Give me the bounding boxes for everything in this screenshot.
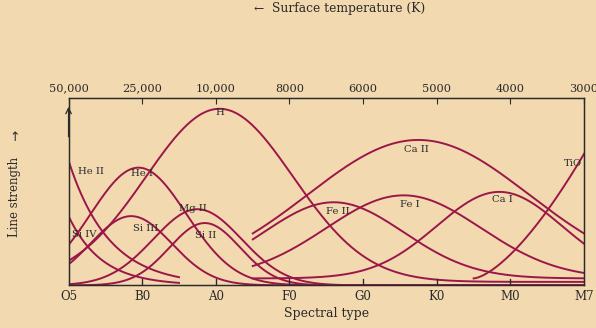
Text: Ca I: Ca I	[492, 195, 513, 204]
Text: He I: He I	[131, 169, 153, 178]
Text: ←  Surface temperature (K): ← Surface temperature (K)	[254, 2, 426, 15]
Text: Line strength: Line strength	[8, 157, 21, 237]
Text: Fe II: Fe II	[327, 207, 350, 216]
Text: Ca II: Ca II	[403, 145, 429, 154]
Text: Mg II: Mg II	[179, 204, 207, 213]
Text: TiO: TiO	[563, 159, 582, 168]
Text: H: H	[215, 109, 224, 117]
Text: ↑: ↑	[10, 131, 20, 144]
Text: Si III: Si III	[134, 224, 159, 234]
Text: He II: He II	[78, 167, 104, 176]
Text: Fe I: Fe I	[400, 200, 420, 209]
X-axis label: Spectral type: Spectral type	[284, 307, 369, 320]
Text: Si II: Si II	[195, 231, 216, 240]
Text: Si IV: Si IV	[72, 230, 97, 239]
